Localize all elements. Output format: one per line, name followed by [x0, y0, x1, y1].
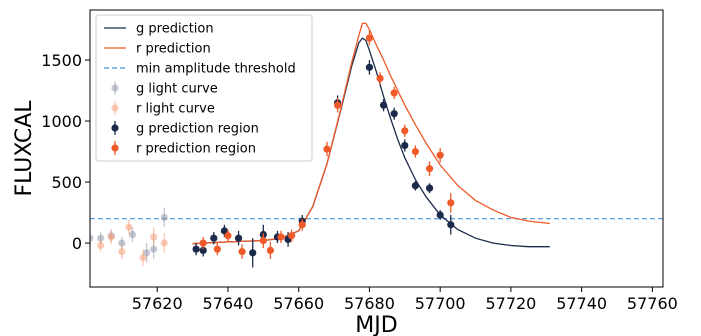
series-4-point	[379, 101, 388, 109]
y-tick-label: 1000	[41, 112, 82, 131]
series-4-point	[447, 221, 455, 229]
series-3-point	[97, 241, 105, 250]
series-5-point	[213, 245, 221, 253]
series-4-point	[390, 110, 398, 118]
series-5-point	[224, 232, 232, 240]
y-axis-label: FLUXCAL	[12, 100, 37, 197]
legend-item: g light curve	[111, 81, 218, 97]
x-tick-label: 57620	[132, 294, 183, 313]
series-4-point	[192, 245, 200, 253]
data-layer	[90, 22, 663, 268]
series-5-point	[259, 237, 267, 245]
series-5-point	[199, 239, 207, 247]
legend-swatch	[111, 144, 119, 152]
x-axis-label: MJD	[355, 313, 397, 336]
y-tick-label: 0	[72, 234, 82, 253]
legend-item: r light curve	[111, 101, 215, 117]
x-tick-label: 57640	[202, 294, 253, 313]
y-tick-label: 500	[51, 173, 82, 192]
legend-item: g prediction	[104, 22, 214, 37]
series-2-point	[150, 245, 158, 253]
series-5-point	[411, 147, 420, 156]
series-2-point	[118, 239, 126, 247]
legend-item: min amplitude threshold	[104, 62, 296, 77]
series-5-point	[447, 199, 455, 207]
series-2-point	[97, 234, 105, 242]
series-4-point	[210, 234, 218, 242]
plot-frame	[89, 9, 664, 288]
series-3-point	[150, 233, 158, 241]
x-tick-label: 57660	[273, 294, 324, 313]
legend-label: g prediction region	[136, 122, 259, 137]
series-2-point	[90, 234, 94, 242]
series-4-point	[401, 141, 409, 150]
legend-swatch	[111, 104, 119, 112]
legend-box	[95, 14, 313, 162]
series-3-point	[118, 248, 126, 256]
series-4-point	[425, 184, 434, 192]
x-tick-label: 57740	[556, 294, 607, 313]
series-5-point	[238, 248, 246, 256]
series-3-point	[125, 223, 133, 231]
series-5-point	[266, 246, 274, 254]
legend-item: g prediction region	[111, 121, 259, 137]
series-5-point	[365, 34, 374, 42]
series-5-point	[376, 74, 384, 82]
legend-label: min amplitude threshold	[136, 62, 296, 77]
series-3	[97, 219, 168, 267]
series-3-point	[160, 239, 168, 247]
series-3-point	[107, 233, 115, 241]
legend-item: r prediction region	[111, 141, 256, 157]
series-2-point	[160, 213, 168, 222]
legend-item: r prediction	[104, 42, 211, 57]
legend-label: r light curve	[136, 102, 215, 117]
series-4-point	[199, 246, 207, 254]
series-5-point	[401, 127, 409, 135]
legend-label: r prediction region	[136, 142, 256, 157]
series-5-point	[333, 101, 342, 109]
x-tick-label: 57720	[485, 294, 536, 313]
series-5-point	[436, 151, 444, 159]
series-5-point	[298, 221, 306, 229]
legend-label: r prediction	[136, 42, 211, 57]
series-2-point	[128, 230, 137, 239]
series-4-point	[436, 211, 444, 219]
series-4-point	[411, 182, 420, 190]
legend-swatch	[111, 84, 119, 92]
legend-label: g prediction	[136, 22, 214, 37]
x-tick-label: 57760	[627, 294, 678, 313]
series-5-point	[323, 145, 331, 153]
legend: g prediction r prediction min amplitude th…	[95, 14, 313, 162]
axis-ticks: 57620 57640 57660 57680 57700 57720 57740 57760…	[41, 51, 678, 313]
legend-label: g light curve	[136, 82, 218, 97]
series-3-point	[139, 254, 147, 262]
x-tick-label: 57680	[344, 294, 395, 313]
series-4-point	[249, 249, 257, 257]
y-tick-label: 1500	[41, 51, 82, 70]
x-tick-label: 57700	[415, 294, 466, 313]
series-5	[199, 30, 455, 259]
series-5-point	[425, 165, 434, 173]
legend-swatch	[111, 124, 119, 132]
series-5-point	[288, 232, 296, 240]
series-4-point	[234, 234, 243, 242]
series-5-point	[390, 89, 398, 97]
series-5-point	[277, 233, 285, 241]
series-4-point	[365, 63, 374, 71]
